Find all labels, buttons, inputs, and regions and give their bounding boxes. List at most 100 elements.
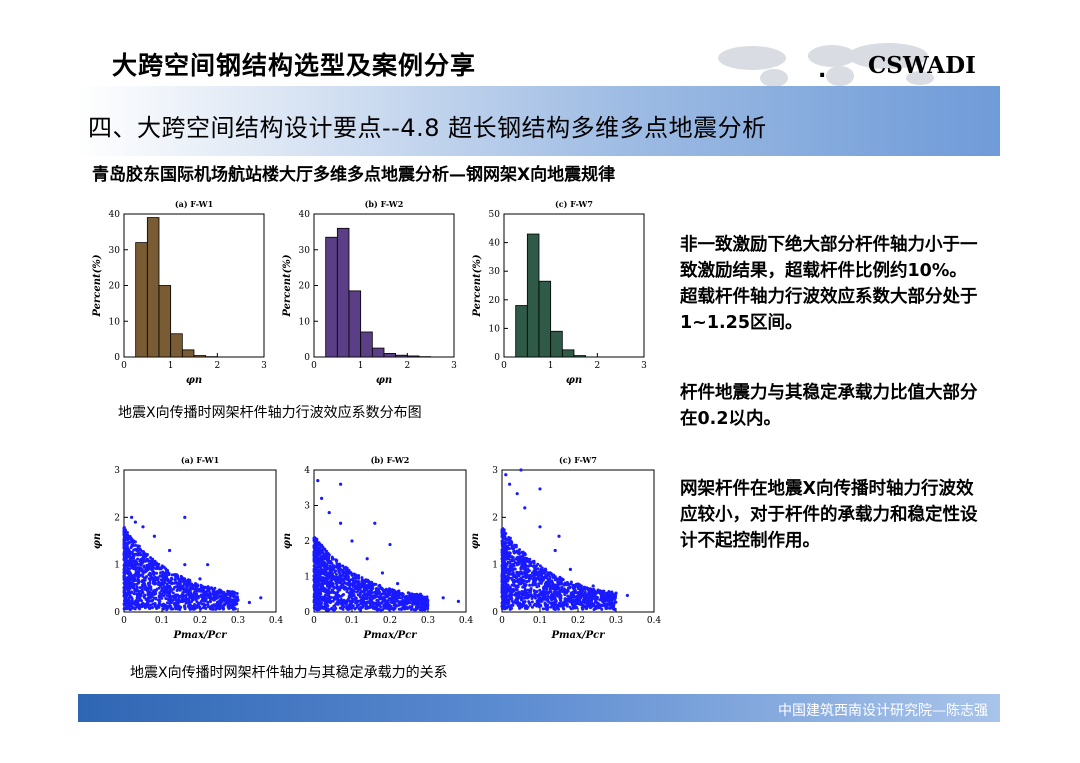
scatter-point [232, 593, 236, 597]
scatter-point [384, 601, 388, 605]
scatter-point [327, 573, 331, 577]
scatter-point [521, 575, 525, 579]
scatter-point [555, 591, 559, 595]
scatter-point [331, 566, 335, 570]
y-tick-label: 3 [492, 466, 498, 476]
scatter-point [335, 559, 339, 563]
scatter-point [353, 606, 357, 610]
scatter-point [503, 607, 507, 611]
y-axis-label: Percent(%) [282, 254, 293, 317]
scatter-point [328, 560, 332, 564]
y-tick-label: 0 [114, 353, 120, 363]
x-tick-label: 1 [168, 361, 174, 371]
scatter-point [208, 605, 212, 609]
scatter-point [128, 579, 132, 583]
scatter-point [594, 605, 598, 609]
scatter-point [397, 595, 401, 599]
scatter-point [164, 596, 168, 600]
scatter-point [134, 543, 138, 547]
scatter-point [545, 573, 549, 577]
scatter-point [534, 564, 538, 568]
scatter-point [607, 602, 611, 606]
scatter-point [543, 597, 547, 601]
scatter-point [125, 606, 129, 610]
scatter-point [338, 575, 342, 579]
scatter-point [148, 603, 152, 607]
scatter-point [154, 596, 158, 600]
scatter-point [426, 598, 430, 602]
scatter-point [137, 566, 141, 570]
scatter-point [165, 601, 169, 605]
scatter-point [540, 576, 544, 580]
scatter-point [572, 594, 576, 598]
scatter-point [400, 592, 404, 596]
scatter-point [504, 597, 508, 601]
scatter-point [134, 552, 138, 556]
x-tick-label: 0.3 [231, 616, 246, 626]
scatter-outlier [320, 496, 324, 500]
scatter-point [190, 600, 194, 604]
scatter-point [326, 584, 330, 588]
scatter-point [408, 605, 412, 609]
scatter-point [516, 594, 520, 598]
scatter-point [549, 586, 553, 590]
scatter-point [507, 589, 511, 593]
scatter-point [336, 585, 340, 589]
scatter-point [594, 595, 598, 599]
scatter-point [125, 562, 129, 566]
scatter-point [559, 594, 563, 598]
x-tick-label: 0.1 [345, 616, 359, 626]
scatter-point [122, 541, 126, 545]
scatter-point [549, 596, 553, 600]
scatter-outlier [130, 515, 134, 519]
scatter-point [504, 581, 508, 585]
scatter-point [534, 577, 538, 581]
scatter-point [516, 584, 520, 588]
scatter-point [531, 564, 535, 568]
scatter-point [326, 589, 330, 593]
scatter-point [216, 601, 220, 605]
scatter-point [313, 589, 317, 593]
scatter-point [349, 582, 353, 586]
scatter-point [502, 533, 506, 537]
scatter-point [573, 605, 577, 609]
scatter-point [137, 607, 141, 611]
scatter-point [518, 548, 522, 552]
scatter-point [563, 597, 567, 601]
scatter-point [509, 576, 513, 580]
brand-logo-text: CSWADI [868, 52, 976, 79]
scatter-point [424, 595, 428, 599]
scatter-point [337, 571, 341, 575]
scatter-point [614, 594, 618, 598]
scatter-point [208, 600, 212, 604]
scatter-point [409, 592, 413, 596]
scatter-point [579, 586, 583, 590]
scatter-point [315, 565, 319, 569]
scatter-point [321, 606, 325, 610]
scatter-point [328, 568, 332, 572]
scatter-point [609, 606, 613, 610]
scatter-point [162, 578, 166, 582]
scatter-point [177, 581, 181, 585]
scatter-point [175, 575, 179, 579]
scatter-point [500, 580, 504, 584]
conclusion-item: 非一致激励下绝大部分杆件轴力小于一致激励结果，超载杆件比例约10%。超载杆件轴力… [680, 235, 978, 333]
scatter-point [205, 592, 209, 596]
scatter-point [142, 564, 146, 568]
scatter-point [195, 600, 199, 604]
scatter-point [134, 598, 138, 602]
scatter-point [569, 600, 573, 604]
scatter-point [510, 541, 514, 545]
scatter-point [422, 595, 426, 599]
scatter-point [370, 580, 374, 584]
section-band [78, 86, 1000, 156]
scatter-point [345, 599, 349, 603]
scatter-point [347, 596, 351, 600]
scatter-point [146, 602, 150, 606]
scatter-point [548, 571, 552, 575]
y-tick-label: 0 [494, 353, 500, 363]
scatter-point [412, 608, 416, 612]
scatter-point [392, 589, 396, 593]
